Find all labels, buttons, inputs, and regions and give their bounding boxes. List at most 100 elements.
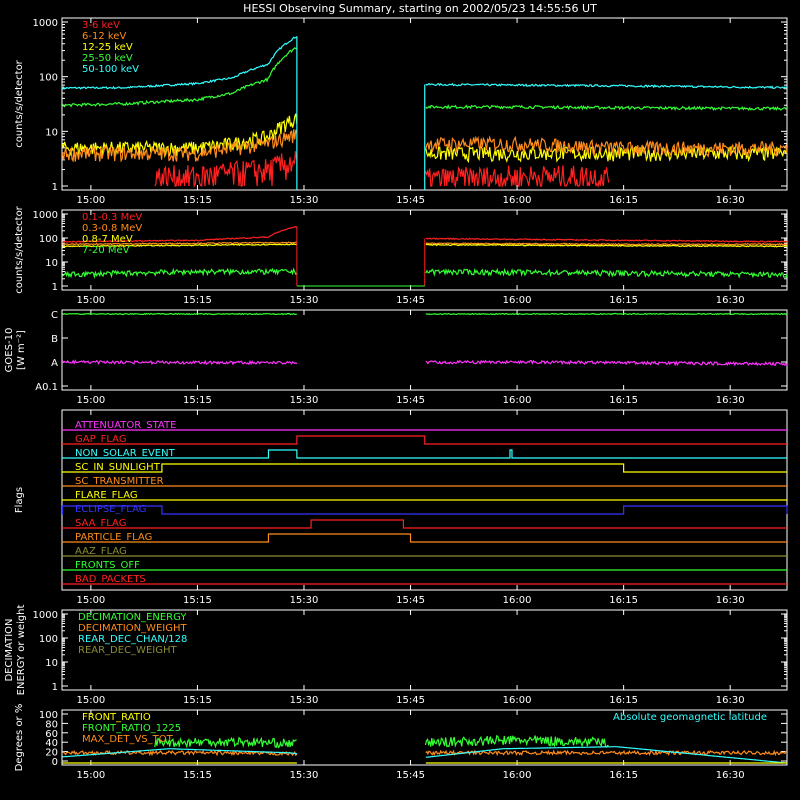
figure-title: HESSI Observing Summary, starting on 200… [243,2,597,15]
x-tick-label: 15:15 [183,395,212,406]
legend-entry: 3-6 keV [82,20,120,31]
x-tick-label: 15:45 [396,595,425,606]
series-max-det-vs-tot [62,749,788,757]
y-tick-label: 1000 [33,210,58,221]
y-axis-label: counts/s/detector [14,59,25,147]
y-tick-label: 1000 [33,18,58,29]
panel-ratio: 15:00 15:15 15:30 15:45 16:00 16:15 16:30 10080… [14,704,788,781]
x-tick-label: 15:45 [396,195,425,206]
x-tick-label: 15:00 [76,770,105,781]
series-goes-upper [62,312,788,316]
legend-entry: 25-50 keV [82,53,133,64]
x-tick-label: 15:30 [290,395,319,406]
x-tick-label: 15:15 [183,770,212,781]
x-tick-label: 15:15 [183,195,212,206]
right-legend-label: Absolute geomagnetic latitude [613,712,767,723]
x-tick-label: 16:00 [503,595,532,606]
series-front-ratio-1225 [154,734,609,749]
y-tick-label: 10 [45,658,58,669]
legend-entry: 6-12 keV [82,31,126,42]
x-tick-label: 15:00 [76,295,105,306]
y-tick-label: 10 [45,127,58,138]
legend-entry: FRONT_RATIO [82,712,151,723]
y-tick-label: 100 [39,710,58,721]
flag-label: GAP_FLAG [75,434,127,445]
flag-line-eclipse-flag [61,505,788,515]
x-tick-label: 16:30 [716,595,745,606]
panels-layer: 15:00 15:15 15:30 15:45 16:00 16:15 16:3010001… [4,17,788,781]
panel-hi_energy: 15:00 15:15 15:30 15:45 16:00 16:15 16:30 1000 1… [14,205,788,306]
y-axis-label: [W m⁻²] [16,330,27,370]
series-6-12-kev [61,129,788,163]
panel-goes: 15:00 15:15 15:30 15:45 16:00 16:15 16:30 C B A A0… [4,309,788,406]
x-tick-label: 15:30 [290,295,319,306]
flag-label: NON_SOLAR_EVENT [75,448,176,459]
x-tick-label: 16:15 [609,595,638,606]
y-tick-label: 100 [39,73,58,84]
panel-lo_energy: 15:00 15:15 15:30 15:45 16:00 16:15 16:30 1000 1… [14,17,788,206]
x-tick-label: 16:30 [716,195,745,206]
x-tick-label: 16:30 [716,770,745,781]
x-tick-label: 16:15 [609,695,638,706]
legend-entry: REAR_DEC_CHAN/128 [78,634,187,645]
x-tick-label: 16:30 [716,395,745,406]
flag-line-particle-flag [62,533,787,543]
x-tick-label: 15:00 [76,195,105,206]
legend-entry: 0.1-0.3 MeV [82,212,142,223]
x-tick-label: 15:30 [290,195,319,206]
x-tick-label: 15:00 [76,395,105,406]
series-0-1-0-3-mev [62,225,788,243]
legend-entry: 0.8-7 MeV [82,234,133,245]
x-tick-label: 16:00 [503,695,532,706]
x-tick-label: 15:45 [396,695,425,706]
flag-label: PARTICLE_FLAG [75,532,152,543]
series-7-20-mev [62,267,788,280]
series-50-100-kev [61,36,788,90]
y-axis-label: Degrees or % [14,704,25,772]
y-tick-label: 1 [52,282,58,293]
panel-frame [61,709,788,766]
y-tick-label: 100 [39,634,58,645]
panel-decimation: 15:00 15:15 15:30 15:45 16:00 16:15 16:30 1000 1… [4,605,788,706]
y-axis-label: Flags [14,487,25,513]
x-tick-label: 15:15 [183,295,212,306]
x-tick-label: 15:45 [396,395,425,406]
x-tick-label: 16:15 [609,295,638,306]
x-tick-label: 16:15 [609,395,638,406]
y-axis-label: ENERGY or weight [16,605,27,696]
legend-entry: MAX_DET_VS_TOT [82,734,174,745]
legend-entry: 12-25 keV [82,42,133,53]
y-tick-label: C [51,310,58,321]
y-tick-label: 1000 [33,610,58,621]
flag-label: FRONTS_OFF [75,560,140,571]
panel-frame [61,609,788,691]
y-tick-label: A [51,358,58,369]
series-25-50-kev [61,47,788,111]
panel-frame [61,209,788,291]
legend-entry: 0.3-0.8 MeV [82,223,142,234]
x-tick-label: 16:00 [503,295,532,306]
y-tick-label: 0 [52,757,58,768]
x-tick-label: 16:15 [609,770,638,781]
x-tick-label: 15:15 [183,595,212,606]
x-tick-label: 16:30 [716,695,745,706]
flag-label: AAZ_FLAG [75,546,127,557]
x-tick-label: 16:00 [503,770,532,781]
y-tick-label: 80 [45,719,58,730]
y-tick-label: 10 [45,258,58,269]
flag-line-saa-flag [62,519,787,529]
legend-entry: 7-20 MeV [82,245,130,256]
x-tick-label: 15:45 [396,770,425,781]
series-0-3-0-8-mev [62,241,788,246]
legend-entry: DECIMATION_WEIGHT [78,623,187,634]
x-tick-label: 15:45 [396,295,425,306]
y-axis-label: counts/s/detector [14,205,25,293]
flag-label: FLARE_FLAG [75,490,138,501]
y-tick-label: 100 [39,234,58,245]
panel-flags: 15:00 15:15 15:30 15:45 16:00 16:15 16:30 Flags… [14,409,788,606]
y-tick-label: A0.1 [35,382,58,393]
flag-line-gap-flag [62,435,787,445]
x-tick-label: 15:30 [290,695,319,706]
